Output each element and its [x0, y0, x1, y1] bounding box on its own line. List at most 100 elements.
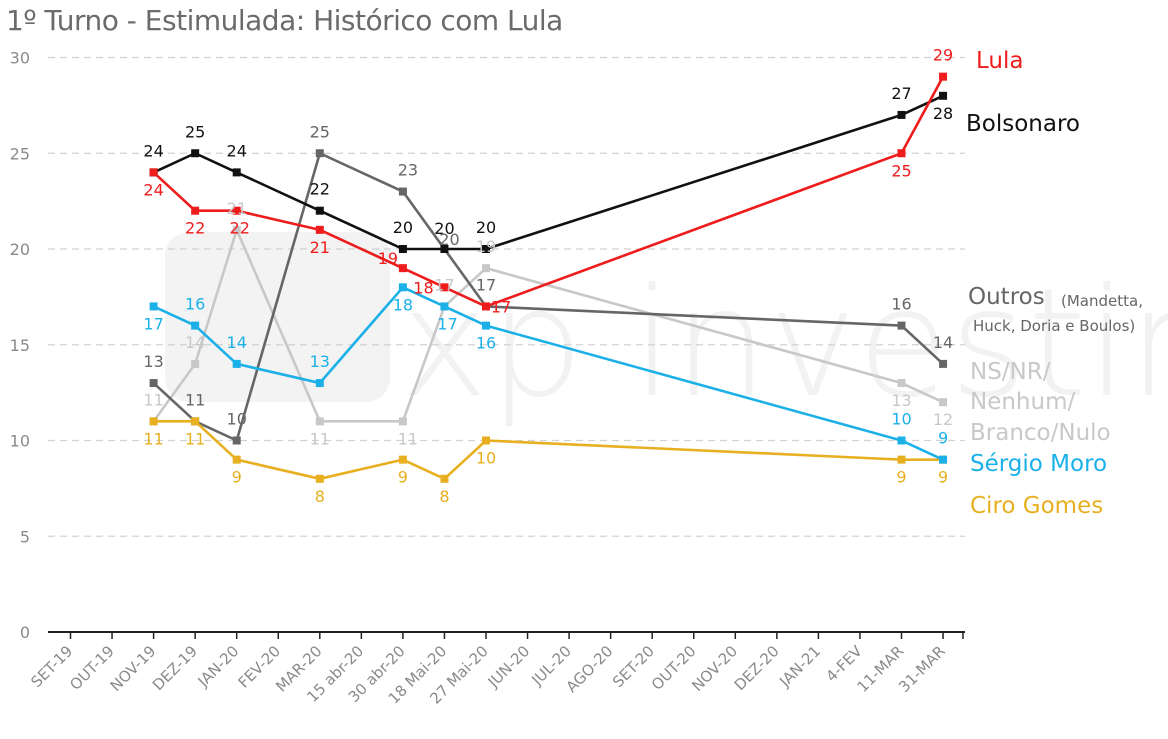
data-label: 11: [143, 429, 163, 448]
data-label: 19: [476, 237, 496, 256]
data-label: 24: [227, 141, 247, 160]
data-point: [482, 302, 490, 311]
data-point: [315, 474, 324, 483]
data-point: [315, 379, 324, 388]
data-point: [191, 149, 200, 158]
watermark-logo-block: [165, 232, 390, 402]
data-label: 17: [491, 297, 511, 316]
data-label: 20: [439, 230, 459, 249]
data-point: [398, 417, 407, 426]
data-label: 17: [476, 275, 496, 294]
data-label: 10: [476, 449, 496, 468]
y-tick-label: 25: [10, 144, 30, 163]
data-label: 11: [185, 429, 205, 448]
data-point: [149, 417, 158, 426]
data-point: [440, 474, 449, 483]
legend-label: Nenhum/: [970, 389, 1075, 415]
legend-label: Ciro Gomes: [970, 493, 1103, 519]
y-tick-label: 30: [10, 49, 30, 68]
y-tick-label: 5: [20, 527, 30, 546]
data-point: [398, 455, 407, 464]
data-point: [398, 187, 407, 196]
legend-label: Outros: [968, 284, 1045, 310]
data-label: 25: [891, 161, 911, 180]
legend-label: Lula: [976, 48, 1023, 74]
x-tick-label: NOV-19: [107, 642, 160, 695]
data-label: 9: [938, 468, 948, 487]
data-point: [897, 455, 906, 464]
data-label: 16: [891, 295, 911, 314]
data-label: 22: [185, 219, 205, 238]
data-label: 17: [437, 314, 457, 333]
data-label: 21: [227, 199, 247, 218]
data-point: [232, 225, 241, 234]
data-label: 14: [933, 333, 953, 352]
xp-investimentos-watermark: xp investimentos: [165, 232, 1168, 431]
data-point: [939, 398, 948, 407]
chart-title: 1º Turno - Estimulada: Histórico com Lul…: [6, 4, 563, 37]
data-label: 16: [185, 295, 205, 314]
data-label: 24: [143, 180, 163, 199]
data-point: [440, 283, 449, 292]
data-label: 22: [310, 180, 330, 199]
data-point: [440, 302, 449, 311]
data-point: [897, 149, 906, 158]
legend-label: Sérgio Moro: [970, 451, 1107, 477]
watermark-text: xp investimentos: [400, 257, 1168, 431]
data-label: 10: [891, 410, 911, 429]
data-point: [191, 359, 200, 368]
data-label: 22: [230, 219, 250, 238]
data-point: [482, 245, 490, 253]
x-tick-label: DEZ-20: [731, 642, 783, 694]
data-label: 17: [143, 314, 163, 333]
data-label: 11: [143, 390, 163, 409]
data-point: [232, 455, 241, 464]
data-point: [939, 359, 948, 368]
y-tick-label: 15: [10, 336, 30, 355]
data-label: 14: [227, 333, 247, 352]
data-point: [398, 245, 407, 253]
data-label: 11: [398, 429, 418, 448]
data-point: [897, 379, 906, 388]
data-label: 16: [476, 334, 496, 353]
data-label: 18: [393, 295, 413, 314]
data-point: [191, 206, 200, 215]
data-label: 9: [896, 468, 906, 487]
series-line-1: [153, 94, 944, 251]
data-label: 13: [891, 391, 911, 410]
data-label: 13: [143, 352, 163, 371]
data-label: 25: [185, 122, 205, 141]
legend-label: Bolsonaro: [966, 111, 1080, 137]
data-point: [232, 359, 241, 368]
data-point: [939, 91, 948, 100]
data-label: 20: [393, 218, 413, 237]
data-label: 10: [227, 410, 247, 429]
legend-label: NS/NR/: [970, 359, 1051, 385]
data-label: 11: [310, 429, 330, 448]
data-label: 17: [434, 275, 454, 294]
data-point: [232, 168, 241, 177]
x-tick-label: 31-MAR: [895, 642, 949, 696]
data-point: [232, 436, 241, 445]
legend-label: Branco/Nulo: [970, 420, 1111, 446]
data-label: 24: [143, 141, 163, 160]
data-point: [149, 302, 158, 311]
data-point: [315, 417, 324, 426]
data-point: [315, 149, 324, 158]
data-point: [315, 206, 324, 215]
data-label: 28: [933, 104, 953, 123]
x-tick-label: AGO-20: [562, 642, 616, 696]
legend-label: (Mandetta,: [1061, 292, 1143, 310]
data-point: [440, 245, 449, 253]
data-label: 9: [232, 468, 242, 487]
data-label: 23: [398, 161, 418, 180]
data-label: 11: [185, 390, 205, 409]
data-point: [191, 417, 200, 426]
data-point: [897, 321, 906, 330]
data-point: [315, 225, 324, 234]
data-point: [191, 321, 200, 330]
data-point: [232, 206, 241, 215]
data-point: [482, 264, 490, 273]
y-tick-label: 10: [10, 432, 30, 451]
data-label: 18: [413, 278, 433, 297]
